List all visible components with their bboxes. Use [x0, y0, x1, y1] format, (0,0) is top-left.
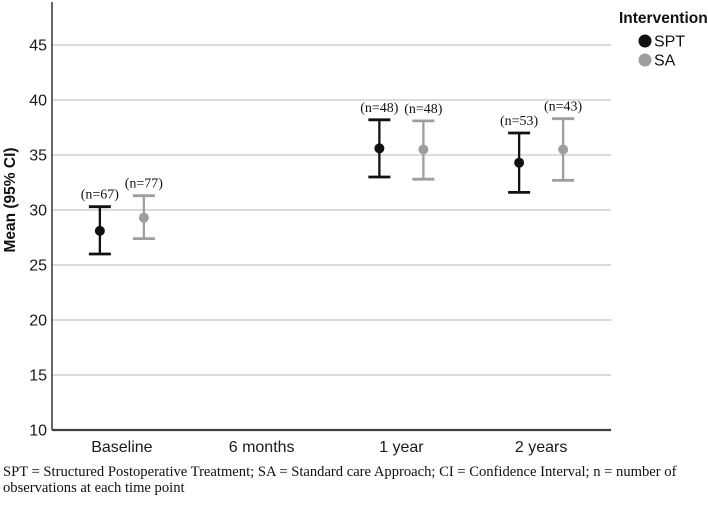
y-tick-label-40: 40	[29, 93, 47, 110]
legend-title: Intervention	[619, 10, 708, 27]
series-SPT: (n=67) (n=48) (n=53)	[81, 101, 539, 256]
mean-dot	[558, 144, 569, 155]
errorbar-chart: 10 15 20 25 30 35 40 45 Baseline 6 months 1 year 2 …	[2, 2, 708, 456]
mean-dot	[138, 212, 149, 223]
n-annotation: (n=48)	[404, 102, 443, 117]
legend-label-SA: SA	[654, 53, 676, 70]
legend-swatch-SPT	[638, 34, 652, 48]
n-annotation: (n=43)	[544, 100, 583, 115]
y-tick-label-35: 35	[29, 148, 47, 165]
point-SA-2 years: (n=43)	[544, 100, 583, 182]
series-SA: (n=77) (n=48) (n=43)	[125, 100, 583, 241]
y-tick-label-15: 15	[29, 368, 47, 385]
x-tick-label: Baseline	[91, 439, 152, 456]
point-SA-Baseline: (n=77)	[125, 177, 164, 241]
y-tick-label-30: 30	[29, 203, 47, 220]
y-tick-label-20: 20	[29, 313, 47, 330]
point-SPT-2 years: (n=53)	[500, 114, 539, 194]
mean-dot	[418, 144, 429, 155]
y-tick-label-45: 45	[29, 38, 47, 55]
mean-dot	[514, 157, 525, 168]
y-tick-label-25: 25	[29, 258, 47, 275]
mean-dot	[374, 143, 385, 154]
n-annotation: (n=48)	[360, 101, 399, 116]
legend-label-SPT: SPT	[654, 34, 685, 51]
n-annotation: (n=77)	[125, 177, 164, 192]
mean-dot	[94, 225, 105, 236]
n-annotation: (n=53)	[500, 114, 539, 129]
legend: Intervention SPT SA	[619, 10, 708, 70]
point-SA-1 year: (n=48)	[404, 102, 443, 181]
figure-caption: SPT = Structured Postoperative Treatment…	[3, 464, 677, 497]
point-SPT-1 year: (n=48)	[360, 101, 399, 179]
y-axis-title: Mean (95% CI)	[2, 147, 19, 252]
n-annotation: (n=67)	[81, 188, 120, 203]
point-SPT-Baseline: (n=67)	[81, 188, 120, 256]
x-tick-label: 1 year	[379, 439, 424, 456]
y-tick-label-10: 10	[29, 423, 47, 440]
x-tick-label: 2 years	[515, 439, 567, 456]
x-tick-label: 6 months	[229, 439, 295, 456]
legend-swatch-SA	[638, 53, 652, 67]
